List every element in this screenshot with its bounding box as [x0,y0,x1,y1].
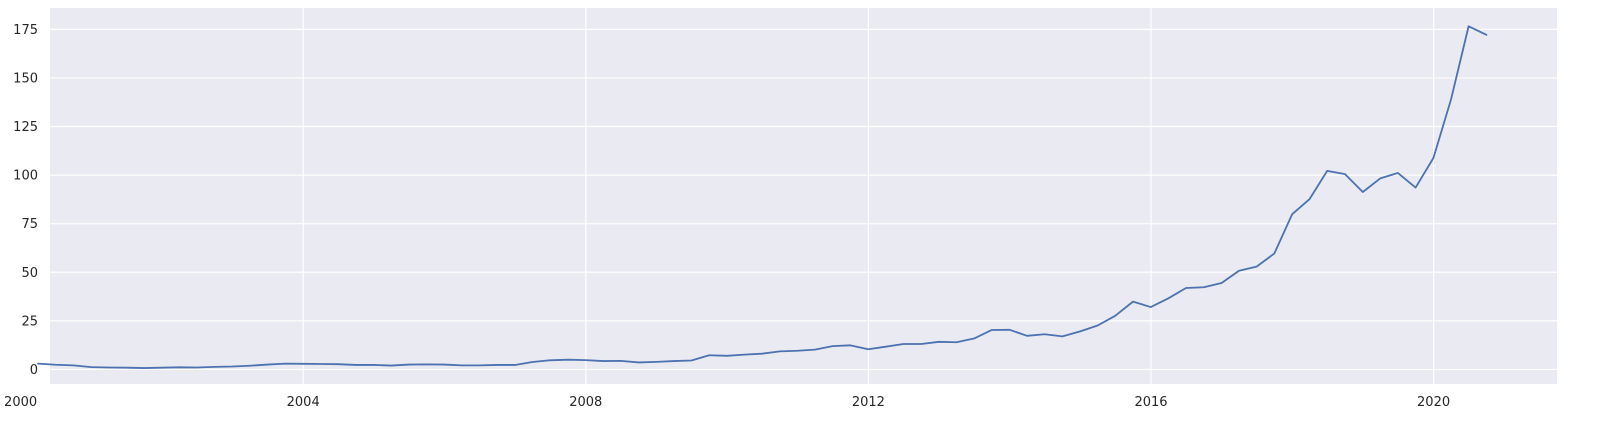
x-tick-label: 2020 [1417,395,1450,410]
x-tick-label: 2004 [287,395,320,410]
y-tick-label: 0 [30,363,38,378]
y-tick-label: 50 [21,266,38,281]
y-axis-tick-labels: 0 25 50 75 100 125 150 175 [13,23,38,378]
series-layer [37,25,1488,369]
series-line-0 [37,25,1488,369]
x-tick-label: 2000 [4,395,37,410]
x-tick-label: 2008 [569,395,602,410]
x-gridlines [19,8,1435,384]
plot-area [50,8,1557,384]
y-gridlines [50,28,1557,371]
y-tick-label: 125 [13,120,38,135]
y-tick-label: 100 [13,169,38,184]
x-tick-label: 2016 [1134,395,1167,410]
y-tick-label: 25 [21,314,38,329]
y-tick-label: 175 [13,23,38,38]
x-tick-label: 2012 [852,395,885,410]
y-tick-label: 75 [21,217,38,232]
y-tick-label: 150 [13,71,38,86]
x-axis-tick-labels: 2000 2004 2008 2012 2016 2020 [4,395,1450,410]
